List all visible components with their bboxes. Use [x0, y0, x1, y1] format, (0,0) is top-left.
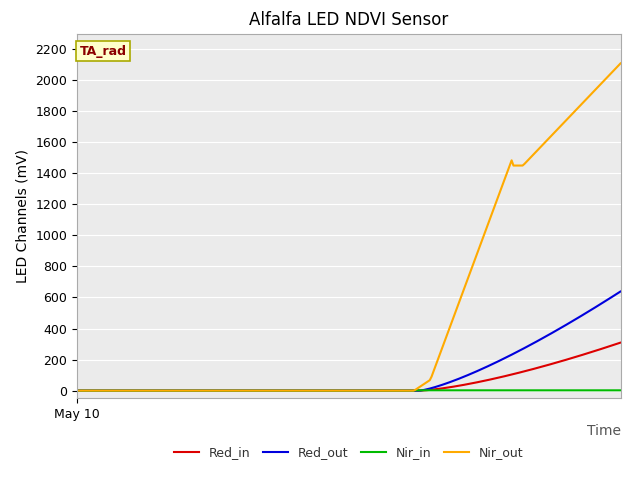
Nir_in [617, 387, 625, 393]
Red_out [397, 388, 404, 394]
Nir_out [73, 388, 81, 394]
Nir_out [75, 388, 83, 394]
Red_in [617, 340, 625, 346]
Nir_in [406, 388, 413, 394]
Red_in [566, 356, 573, 361]
Red_out [617, 288, 625, 294]
Red_out [395, 388, 403, 394]
Nir_in [533, 387, 541, 393]
Text: Time: Time [587, 424, 621, 438]
Red_in [395, 388, 403, 394]
Nir_in [397, 388, 404, 394]
Nir_out [406, 388, 413, 394]
Red_out [73, 388, 81, 394]
Nir_out [395, 388, 403, 394]
Red_in [406, 388, 413, 394]
Nir_out [617, 60, 625, 66]
Red_in [397, 388, 404, 394]
Line: Red_in: Red_in [77, 343, 621, 391]
Nir_in [395, 388, 403, 394]
Legend: Red_in, Red_out, Nir_in, Nir_out: Red_in, Red_out, Nir_in, Nir_out [169, 441, 529, 464]
Red_out [566, 320, 573, 325]
Line: Nir_out: Nir_out [77, 63, 621, 391]
Nir_in [75, 388, 83, 394]
Line: Red_out: Red_out [77, 291, 621, 391]
Red_out [406, 388, 413, 394]
Nir_in [412, 387, 419, 393]
Title: Alfalfa LED NDVI Sensor: Alfalfa LED NDVI Sensor [249, 11, 449, 29]
Nir_out [397, 388, 404, 394]
Nir_in [73, 388, 81, 394]
Nir_out [531, 150, 539, 156]
Red_out [75, 388, 83, 394]
Red_in [73, 388, 81, 394]
Nir_out [566, 113, 573, 119]
Text: TA_rad: TA_rad [79, 45, 127, 58]
Nir_in [568, 387, 575, 393]
Red_in [75, 388, 83, 394]
Y-axis label: LED Channels (mV): LED Channels (mV) [15, 149, 29, 283]
Red_out [531, 339, 539, 345]
Red_in [531, 366, 539, 372]
